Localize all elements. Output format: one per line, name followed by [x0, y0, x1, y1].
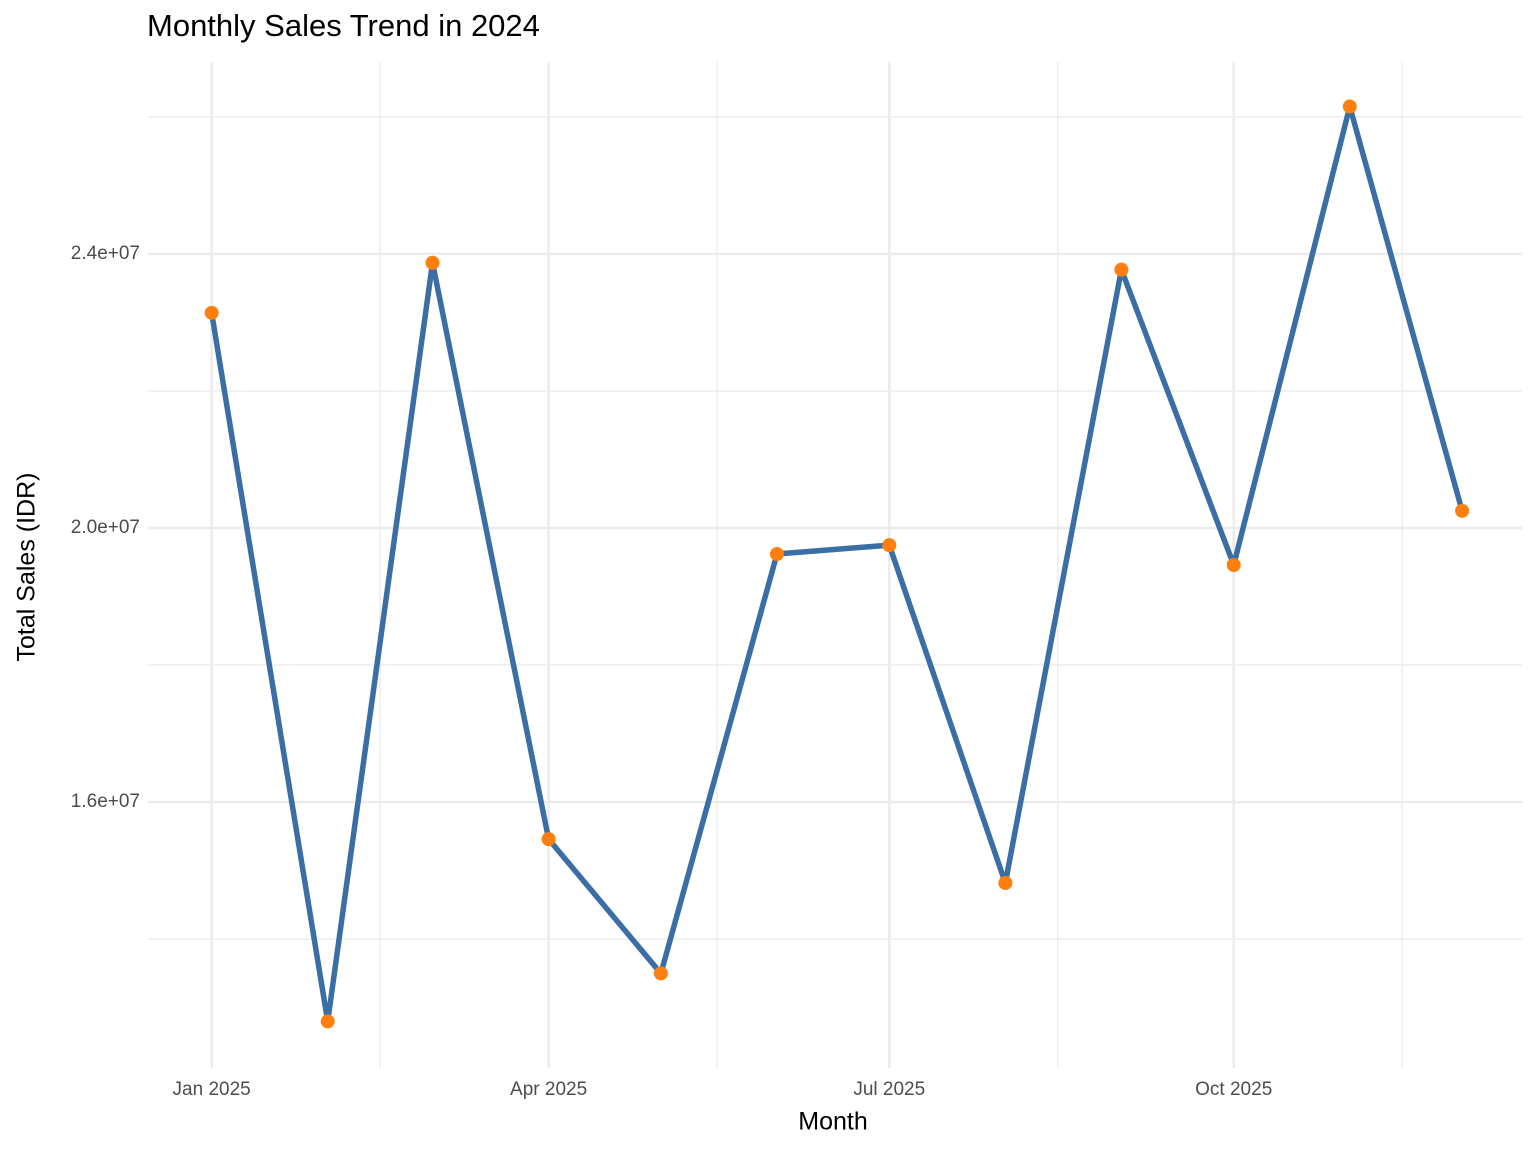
chart-title: Monthly Sales Trend in 2024: [147, 8, 540, 43]
data-point: [425, 255, 440, 270]
x-tick-label: Apr 2025: [510, 1079, 587, 1100]
data-point: [1114, 262, 1129, 277]
x-tick-label: Oct 2025: [1195, 1079, 1272, 1100]
data-point: [204, 305, 219, 320]
x-axis-title: Month: [798, 1108, 867, 1136]
y-tick-label: 1.6e+07: [71, 791, 140, 812]
x-tick-label: Jul 2025: [853, 1079, 925, 1100]
data-point: [320, 1014, 335, 1029]
data-point: [541, 832, 556, 847]
data-point: [1226, 558, 1241, 572]
data-point: [653, 966, 668, 981]
data-point: [882, 538, 897, 553]
y-axis-title: Total Sales (IDR): [13, 473, 41, 662]
y-tick-label: 2.0e+07: [71, 517, 140, 538]
data-point: [1455, 503, 1470, 518]
data-point: [1342, 99, 1357, 114]
data-point: [769, 547, 784, 562]
data-point: [998, 875, 1013, 890]
x-tick-label: Jan 2025: [173, 1079, 251, 1100]
y-tick-label: 2.4e+07: [71, 243, 140, 264]
series-line: [208, 103, 1465, 1025]
